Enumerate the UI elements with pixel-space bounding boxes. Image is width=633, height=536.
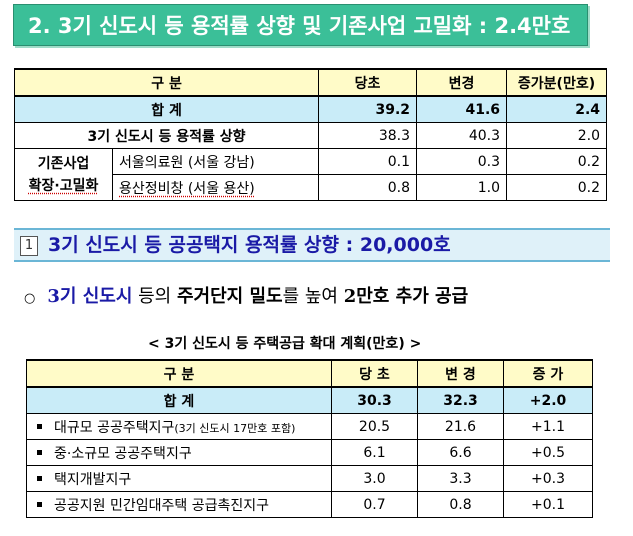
row-label: 용산정비창 (서울 용산) xyxy=(111,174,320,201)
bullet-highlight: 3기 신도시 xyxy=(47,286,133,307)
bullet-bold: 2만호 추가 공급 xyxy=(343,286,469,307)
bullet-bold: 주거단지 밀도 xyxy=(176,286,283,307)
row-after: 21.6 xyxy=(417,413,504,440)
row-increase: +0.5 xyxy=(503,439,593,466)
row-label: 서울의료원 (서울 강남) xyxy=(111,148,320,175)
total-after: 32.3 xyxy=(417,386,504,414)
square-bullet-icon xyxy=(37,449,42,455)
table-row: 중·소규모 공공주택지구 6.1 6.6 +0.5 xyxy=(26,439,593,466)
subsection-title: 3기 신도시 등 공공택지 용적률 상향 : 20,000호 xyxy=(48,234,451,256)
row-after: 1.0 xyxy=(416,174,508,201)
row-before: 0.7 xyxy=(331,491,418,518)
total-row: 합 계 30.3 32.3 +2.0 xyxy=(26,386,593,414)
row-increase: 2.0 xyxy=(506,122,608,149)
table-row: 3기 신도시 등 용적률 상향 38.3 40.3 2.0 xyxy=(13,122,608,149)
bullet-text: 등의 xyxy=(132,286,177,307)
total-label: 합 계 xyxy=(26,386,332,414)
row-after: 0.8 xyxy=(417,491,504,518)
header-after: 변 경 xyxy=(417,359,504,388)
bullet-symbol: ○ xyxy=(24,291,36,306)
group-label: 기존사업 확장·고밀화 xyxy=(14,148,113,201)
row-after: 6.6 xyxy=(417,439,504,466)
row-label-text: 용산정비창 (서울 용산) xyxy=(119,180,255,197)
header-after: 변경 xyxy=(416,68,508,97)
table-row: 대규모 공공주택지구(3기 신도시 17만호 포함) 20.5 21.6 +1.… xyxy=(26,413,593,440)
bullet-paragraph: ○ 3기 신도시 등의 주거단지 밀도를 높여 2만호 추가 공급 xyxy=(24,282,468,314)
summary-table: 구 분 당초 변경 증가분(만호) 합 계 39.2 41.6 2.4 3기 신… xyxy=(13,68,608,201)
table-header-row: 구 분 당초 변경 증가분(만호) xyxy=(13,68,608,97)
total-increase: +2.0 xyxy=(503,386,593,414)
total-before: 39.2 xyxy=(318,95,418,123)
row-increase: +0.3 xyxy=(503,465,593,492)
row-before: 0.8 xyxy=(318,174,418,201)
row-after: 3.3 xyxy=(417,465,504,492)
row-before: 6.1 xyxy=(331,439,418,466)
header-before: 당 초 xyxy=(331,359,418,388)
table-row: 기존사업 확장·고밀화 서울의료원 (서울 강남) 0.1 0.3 0.2 xyxy=(14,148,608,201)
total-row: 합 계 39.2 41.6 2.4 xyxy=(13,95,608,123)
row-note: (3기 신도시 17만호 포함) xyxy=(174,421,296,435)
row-after: 40.3 xyxy=(416,122,508,149)
total-before: 30.3 xyxy=(331,386,418,414)
header-before: 당초 xyxy=(318,68,418,97)
row-before: 20.5 xyxy=(331,413,418,440)
section-title: 2. 3기 신도시 등 용적률 상향 및 기존사업 고밀화 : 2.4만호 xyxy=(13,4,588,46)
row-label-text: 공공지원 민간임대주택 공급촉진지구 xyxy=(54,497,269,514)
table-row: 택지개발지구 3.0 3.3 +0.3 xyxy=(26,465,593,492)
square-bullet-icon xyxy=(37,501,42,507)
supply-plan-table: 구 분 당 초 변 경 증 가 합 계 30.3 32.3 +2.0 대규모 공… xyxy=(26,359,593,518)
header-category: 구 분 xyxy=(13,68,320,97)
row-before: 3.0 xyxy=(331,465,418,492)
table-caption: < 3기 신도시 등 주택공급 확대 계획(만호) > xyxy=(148,336,422,352)
table-row: 용산정비창 (서울 용산) 0.8 1.0 0.2 xyxy=(15,174,608,201)
total-increase: 2.4 xyxy=(506,95,608,123)
row-label: 대규모 공공주택지구(3기 신도시 17만호 포함) xyxy=(26,413,332,440)
bullet-text: 를 높여 xyxy=(282,286,344,307)
square-bullet-icon xyxy=(37,475,42,481)
group-label-line1: 기존사업 xyxy=(37,155,90,172)
row-after: 0.3 xyxy=(416,148,508,175)
total-label: 합 계 xyxy=(13,95,320,123)
row-label-text: 중·소규모 공공주택지구 xyxy=(54,445,192,462)
row-label: 택지개발지구 xyxy=(26,465,332,492)
total-after: 41.6 xyxy=(416,95,508,123)
table-row: 공공지원 민간임대주택 공급촉진지구 0.7 0.8 +0.1 xyxy=(26,491,593,518)
square-bullet-icon xyxy=(37,423,42,429)
row-before: 0.1 xyxy=(318,148,418,175)
row-label: 공공지원 민간임대주택 공급촉진지구 xyxy=(26,491,332,518)
group-label-line2: 확장·고밀화 xyxy=(28,177,99,194)
row-increase: +1.1 xyxy=(503,413,593,440)
header-increase: 증가분(만호) xyxy=(506,68,608,97)
row-label: 3기 신도시 등 용적률 상향 xyxy=(13,122,320,149)
subsection-number: 1 xyxy=(20,236,38,256)
row-label-text: 택지개발지구 xyxy=(54,471,132,488)
row-increase: +0.1 xyxy=(503,491,593,518)
row-increase: 0.2 xyxy=(506,148,608,175)
row-label: 중·소규모 공공주택지구 xyxy=(26,439,332,466)
header-category: 구 분 xyxy=(26,359,332,388)
row-increase: 0.2 xyxy=(506,174,608,201)
table-header-row: 구 분 당 초 변 경 증 가 xyxy=(26,359,593,388)
row-label-text: 대규모 공공주택지구 xyxy=(54,419,175,436)
row-before: 38.3 xyxy=(318,122,418,149)
subsection-title-bar: 1 3기 신도시 등 공공택지 용적률 상향 : 20,000호 xyxy=(14,228,610,262)
header-increase: 증 가 xyxy=(503,359,593,388)
